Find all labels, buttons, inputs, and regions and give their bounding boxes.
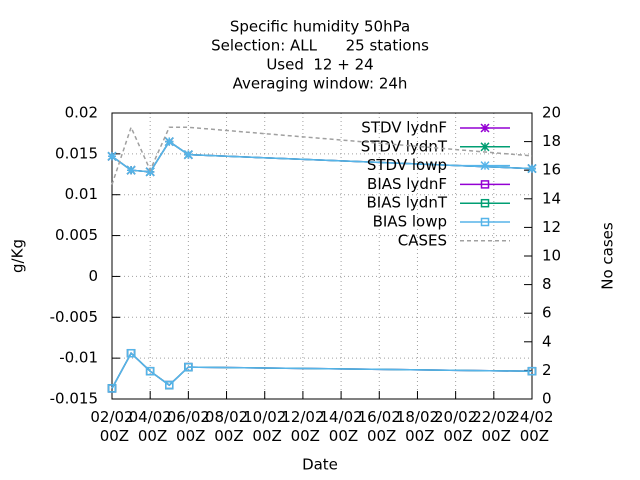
marker <box>527 366 537 376</box>
chart-title: Specific humidity 50hPa <box>230 18 410 36</box>
marker <box>165 380 174 390</box>
x-tick-label: 18/02 00Z <box>396 408 439 445</box>
x-tick-label: 22/02 00Z <box>472 408 515 445</box>
y-tick-label: 0.01 <box>65 185 98 203</box>
chart-title: Used 12 + 24 <box>266 56 373 74</box>
plot-border <box>111 112 533 400</box>
marker <box>527 164 537 174</box>
legend-marker <box>480 161 490 171</box>
legend-label: BIAS lowp <box>373 213 447 231</box>
legend-label: STDV lydnF <box>361 119 447 137</box>
y-tick-label: -0.015 <box>50 390 98 408</box>
y2-axis-label: No cases <box>599 222 617 290</box>
y-tick-label: -0.005 <box>50 308 98 326</box>
x-tick-label: 20/02 00Z <box>434 408 477 445</box>
y2-tick-label: 4 <box>542 332 552 350</box>
x-tick-label: 06/02 00Z <box>167 408 210 445</box>
legend-marker <box>480 217 490 227</box>
x-tick-label: 14/02 00Z <box>319 408 362 445</box>
legend-label: STDV lydnT <box>361 137 448 155</box>
y2-tick-label: 18 <box>542 132 561 150</box>
y-tick-label: 0.02 <box>65 104 98 122</box>
chart-title: Selection: ALL 25 stations <box>211 37 429 55</box>
legend-label: BIAS lydnF <box>367 175 447 193</box>
marker <box>145 366 155 376</box>
x-tick-label: 08/02 00Z <box>205 408 248 445</box>
y-tick-label: 0 <box>88 267 98 285</box>
x-tick-label: 16/02 00Z <box>358 408 401 445</box>
legend-marker <box>480 142 490 152</box>
legend-label: BIAS lydnT <box>366 194 447 212</box>
y2-tick-label: 12 <box>542 218 561 236</box>
marker <box>126 348 136 358</box>
data-line <box>111 125 533 185</box>
y2-tick-label: 2 <box>542 361 552 379</box>
y2-tick-label: 6 <box>542 304 552 322</box>
x-tick-label: 10/02 00Z <box>243 408 286 445</box>
x-tick-label: 24/02 00Z <box>510 408 553 445</box>
y2-tick-label: 16 <box>542 161 561 179</box>
legend-marker <box>480 198 490 208</box>
y-axis-label: g/Kg <box>9 239 27 273</box>
chart-title: Averaging window: 24h <box>233 75 408 93</box>
y2-tick-label: 0 <box>542 390 552 408</box>
y-tick-label: -0.01 <box>59 349 98 367</box>
x-tick-label: 04/02 00Z <box>129 408 172 445</box>
marker <box>126 165 136 175</box>
y2-tick-label: 8 <box>542 275 552 293</box>
marker <box>183 150 193 160</box>
y2-tick-label: 20 <box>542 104 561 122</box>
marker <box>107 151 117 161</box>
marker <box>164 137 174 147</box>
data-line <box>111 352 533 389</box>
legend-label: STDV lowp <box>367 156 447 174</box>
x-axis-label: Date <box>302 456 338 474</box>
marker <box>184 362 193 372</box>
legend-marker <box>480 180 490 189</box>
y2-tick-label: 10 <box>542 247 561 265</box>
x-tick-label: 12/02 00Z <box>281 408 324 445</box>
y2-tick-label: 14 <box>542 189 561 207</box>
marker <box>107 384 117 393</box>
x-tick-label: 02/02 00Z <box>90 408 133 445</box>
y-tick-label: 0.015 <box>55 144 98 162</box>
y-tick-label: 0.005 <box>55 226 98 244</box>
legend-label: CASES <box>398 231 447 249</box>
legend-marker <box>480 123 490 133</box>
